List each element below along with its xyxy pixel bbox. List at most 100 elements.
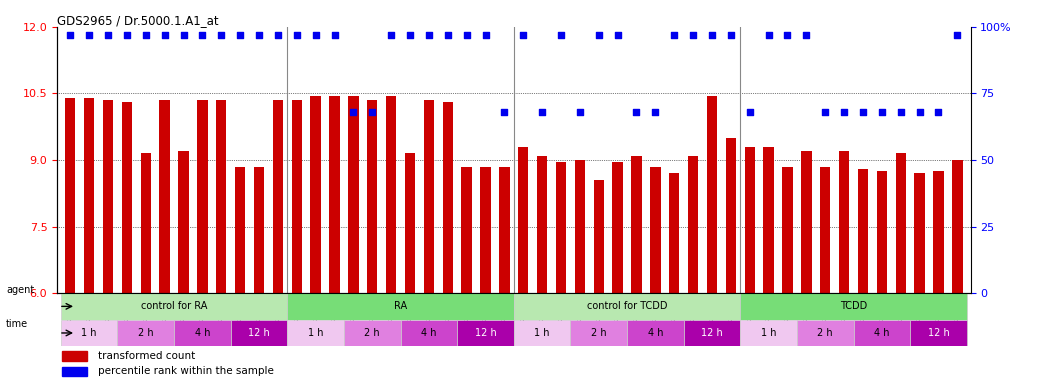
Point bbox=[251, 32, 268, 38]
Bar bbox=[952, 160, 962, 293]
Bar bbox=[896, 153, 906, 293]
Bar bbox=[820, 167, 830, 293]
Point bbox=[874, 109, 891, 115]
Bar bbox=[405, 153, 415, 293]
Bar bbox=[707, 96, 717, 293]
Bar bbox=[216, 100, 226, 293]
Bar bbox=[726, 138, 736, 293]
Bar bbox=[910, 319, 966, 346]
Point bbox=[137, 32, 154, 38]
Bar bbox=[857, 169, 868, 293]
Point bbox=[118, 32, 135, 38]
Bar bbox=[344, 319, 401, 346]
Point bbox=[270, 32, 286, 38]
Bar bbox=[797, 319, 853, 346]
Point bbox=[213, 32, 229, 38]
Bar bbox=[631, 156, 641, 293]
Point bbox=[893, 109, 909, 115]
Bar bbox=[140, 153, 151, 293]
Point bbox=[817, 109, 834, 115]
Point bbox=[231, 32, 248, 38]
Text: TCDD: TCDD bbox=[840, 301, 867, 311]
Bar bbox=[537, 156, 547, 293]
Bar bbox=[401, 319, 457, 346]
Bar bbox=[121, 102, 132, 293]
Point bbox=[628, 109, 645, 115]
Point bbox=[591, 32, 607, 38]
Bar bbox=[801, 151, 812, 293]
Bar bbox=[424, 100, 434, 293]
Point bbox=[157, 32, 173, 38]
Bar bbox=[853, 319, 910, 346]
Point bbox=[81, 32, 98, 38]
Bar bbox=[329, 96, 339, 293]
Bar bbox=[571, 319, 627, 346]
Point bbox=[175, 32, 192, 38]
Text: control for RA: control for RA bbox=[141, 301, 208, 311]
Point bbox=[289, 32, 305, 38]
Point bbox=[609, 32, 626, 38]
Text: RA: RA bbox=[394, 301, 407, 311]
Text: 2 h: 2 h bbox=[138, 328, 154, 338]
Text: 1 h: 1 h bbox=[308, 328, 324, 338]
Point bbox=[477, 32, 494, 38]
Bar bbox=[555, 162, 566, 293]
Text: GDS2965 / Dr.5000.1.A1_at: GDS2965 / Dr.5000.1.A1_at bbox=[57, 14, 219, 27]
Text: 2 h: 2 h bbox=[364, 328, 380, 338]
Point bbox=[798, 32, 815, 38]
Point bbox=[307, 32, 324, 38]
Text: 1 h: 1 h bbox=[761, 328, 776, 338]
Bar bbox=[179, 151, 189, 293]
Point bbox=[780, 32, 796, 38]
Bar bbox=[197, 100, 208, 293]
Bar bbox=[61, 293, 288, 319]
Bar bbox=[499, 167, 510, 293]
Bar bbox=[783, 167, 793, 293]
Point bbox=[704, 32, 720, 38]
Point bbox=[420, 32, 437, 38]
Bar bbox=[442, 102, 453, 293]
Point bbox=[459, 32, 475, 38]
Point bbox=[836, 109, 852, 115]
Bar bbox=[462, 167, 472, 293]
Bar bbox=[288, 319, 344, 346]
Bar bbox=[367, 100, 378, 293]
Point bbox=[100, 32, 116, 38]
Bar bbox=[627, 319, 684, 346]
Text: 4 h: 4 h bbox=[421, 328, 437, 338]
Point bbox=[647, 109, 663, 115]
Point bbox=[326, 32, 343, 38]
Bar bbox=[386, 96, 397, 293]
Bar bbox=[235, 167, 245, 293]
Bar bbox=[160, 100, 170, 293]
Point bbox=[911, 109, 928, 115]
Bar bbox=[744, 147, 755, 293]
Point bbox=[345, 109, 361, 115]
Bar bbox=[84, 98, 94, 293]
Point bbox=[685, 32, 702, 38]
Bar bbox=[65, 98, 76, 293]
Point bbox=[949, 32, 965, 38]
Bar bbox=[650, 167, 660, 293]
Bar bbox=[310, 96, 321, 293]
Bar bbox=[612, 162, 623, 293]
Bar bbox=[514, 293, 740, 319]
Point bbox=[552, 32, 569, 38]
Text: 2 h: 2 h bbox=[591, 328, 606, 338]
Point bbox=[930, 109, 947, 115]
Bar bbox=[288, 293, 514, 319]
Text: percentile rank within the sample: percentile rank within the sample bbox=[99, 366, 274, 376]
Bar bbox=[740, 293, 966, 319]
Bar bbox=[273, 100, 283, 293]
Bar bbox=[933, 171, 944, 293]
Text: 1 h: 1 h bbox=[81, 328, 97, 338]
Text: 4 h: 4 h bbox=[648, 328, 663, 338]
Point bbox=[722, 32, 739, 38]
Bar bbox=[61, 319, 117, 346]
Text: 12 h: 12 h bbox=[248, 328, 270, 338]
Bar bbox=[688, 156, 699, 293]
Bar bbox=[514, 319, 571, 346]
Bar bbox=[348, 96, 358, 293]
Bar bbox=[839, 151, 849, 293]
Text: 1 h: 1 h bbox=[535, 328, 550, 338]
